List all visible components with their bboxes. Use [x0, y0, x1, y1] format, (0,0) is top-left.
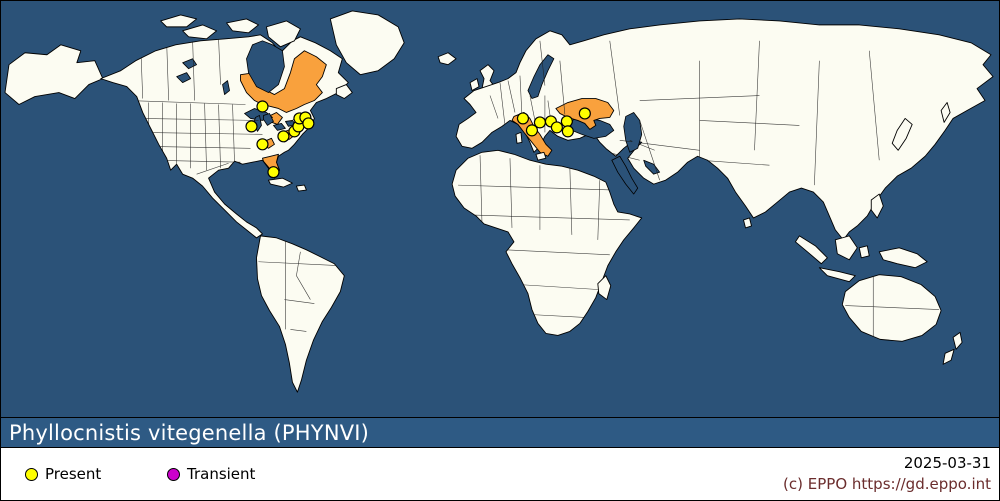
- land-sri-lanka: [743, 217, 752, 229]
- legend-item-transient: Transient: [167, 448, 255, 500]
- occurrence-point-present[interactable]: [302, 117, 315, 130]
- footer-meta: 2025-03-31 (c) EPPO https://gd.eppo.int: [783, 453, 991, 495]
- land-sicily: [535, 151, 547, 161]
- land-japan: [891, 117, 913, 151]
- land-new-guinea: [878, 247, 928, 269]
- occurrence-point-present[interactable]: [560, 115, 573, 128]
- occurrence-point-present[interactable]: [525, 124, 539, 137]
- present-status-dot-icon: [25, 467, 38, 481]
- land-newfoundland: [335, 84, 353, 99]
- map-footer: Present Transient 2025-03-31 (c) EPPO ht…: [1, 447, 999, 500]
- occurrence-point-present[interactable]: [578, 107, 591, 120]
- occurrence-point-present[interactable]: [277, 130, 290, 143]
- map-date: 2025-03-31: [903, 454, 991, 472]
- land-greenland: [329, 10, 405, 76]
- lake-erie: [273, 123, 286, 131]
- occurrence-points-layer: [245, 100, 591, 179]
- occurrence-point-present[interactable]: [256, 138, 269, 151]
- land-new-zealand: [942, 331, 963, 365]
- land-eurasia: [455, 18, 994, 241]
- hudson-bay: [246, 40, 285, 93]
- legend-item-present: Present: [25, 448, 101, 500]
- red-sea: [611, 155, 639, 195]
- world-map: [1, 1, 999, 417]
- attribution-link[interactable]: (c) EPPO https://gd.eppo.int: [783, 475, 991, 493]
- world-map-area: [1, 1, 999, 417]
- land-indonesia: [794, 235, 870, 283]
- land-south-america: [256, 235, 345, 393]
- legend-label-present: Present: [45, 465, 102, 483]
- land-australia: [841, 274, 942, 342]
- land-iceland: [437, 52, 457, 66]
- land-caribbean: [268, 177, 307, 192]
- land-philippines: [870, 193, 884, 219]
- occurrence-point-present[interactable]: [516, 112, 530, 125]
- map-title-bar: Phyllocnistis vitegenella (PHYNVI): [1, 417, 999, 447]
- land-arctic-islands: [160, 14, 301, 48]
- transient-status-dot-icon: [167, 467, 180, 481]
- occurrence-point-present[interactable]: [267, 166, 280, 179]
- occurrence-point-present[interactable]: [561, 125, 574, 138]
- occurrence-point-present[interactable]: [533, 116, 547, 129]
- page-title: Phyllocnistis vitegenella (PHYNVI): [9, 420, 370, 445]
- land-alaska: [4, 44, 104, 105]
- occurrence-point-present[interactable]: [245, 120, 258, 133]
- country-borders: [128, 38, 940, 340]
- baltic-sea: [527, 54, 555, 99]
- legend-label-transient: Transient: [187, 465, 256, 483]
- caspian-sea: [623, 112, 643, 153]
- lake-huron: [263, 113, 274, 126]
- occurrence-point-present[interactable]: [256, 100, 269, 113]
- occurrence-point-present[interactable]: [550, 121, 563, 134]
- land-sakhalin: [940, 102, 951, 123]
- land-madagascar: [597, 275, 612, 301]
- land-ireland: [469, 78, 480, 92]
- land-sardinia: [515, 131, 523, 144]
- canadian-lakes: [176, 58, 230, 95]
- inland-waters: [176, 40, 661, 195]
- persian-gulf: [643, 159, 661, 175]
